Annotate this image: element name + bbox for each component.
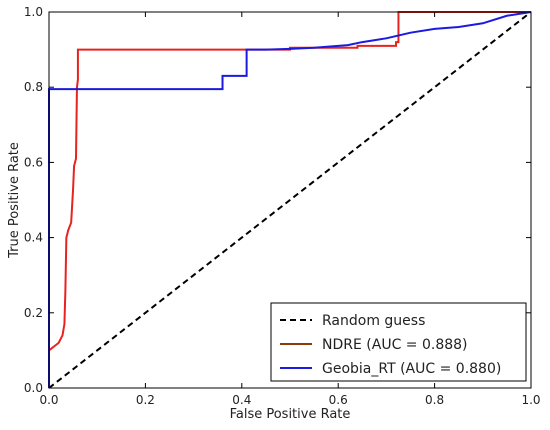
- x-tick-label: 0.0: [39, 393, 58, 407]
- legend-label-random-guess: Random guess: [322, 313, 425, 329]
- ticks-layer: 0.0 0.2 0.4 0.6 0.8 1.0 0.0 0.2 0.4 0.6 0.8 1.0: [24, 5, 541, 407]
- series-line-random-guess: [48, 11, 532, 389]
- x-tick-label: 1.0: [521, 393, 540, 407]
- y-tick-label: 0.0: [24, 381, 43, 395]
- legend-label-ndre: NDRE (AUC = 0.888): [322, 337, 468, 353]
- y-tick-label: 0.2: [24, 306, 43, 320]
- y-tick-label: 0.8: [24, 80, 43, 94]
- legend-box: [270, 302, 527, 382]
- series-line-geobia-rt-auc-0-880: [48, 11, 532, 388]
- series-layer: [48, 11, 532, 389]
- legend-label-geobia-rt: Geobia_RT (AUC = 0.880): [322, 361, 501, 377]
- y-tick-label: 0.6: [24, 155, 43, 169]
- x-tick-label: 0.8: [425, 393, 444, 407]
- series-line-ndre-auc-0-888: [48, 11, 531, 388]
- legend: Random guess NDRE (AUC = 0.888) Geobia_R…: [270, 302, 527, 382]
- y-tick-label: 0.4: [24, 231, 43, 245]
- x-tick-label: 0.4: [232, 393, 251, 407]
- x-tick-label: 0.2: [136, 393, 155, 407]
- x-tick-label: 0.6: [329, 393, 348, 407]
- x-axis-label: False Positive Rate: [230, 407, 351, 422]
- y-tick-label: 1.0: [24, 5, 43, 19]
- y-axis-label: True Positive Rate: [7, 142, 22, 259]
- plot-frame: [48, 11, 532, 389]
